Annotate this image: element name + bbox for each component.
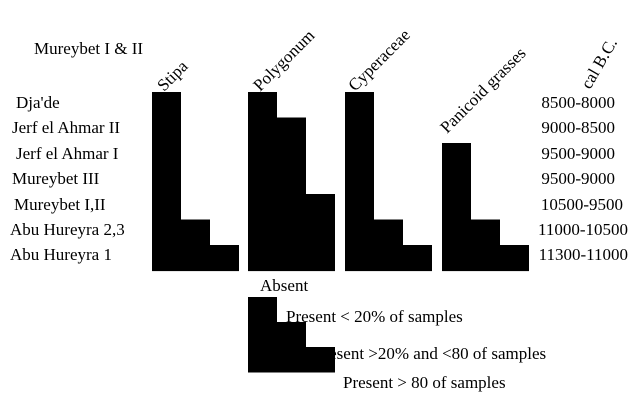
- site-labels: Dja'de Jerf el Ahmar II Jerf el Ahmar I Mur…: [10, 93, 125, 264]
- presence-cell: [152, 143, 181, 170]
- taxon-column: Cyperaceae: [344, 25, 432, 272]
- presence-cell: [248, 245, 335, 272]
- presence-cell: [152, 194, 181, 221]
- presence-cell: [345, 245, 432, 272]
- period-header: cal B.C.: [577, 35, 621, 92]
- presence-cell: [442, 245, 529, 272]
- presence-cell: [248, 219, 335, 246]
- site-label: Mureybet III: [12, 169, 100, 188]
- legend-swatch: [248, 347, 335, 373]
- legend-label: Present > 80 of samples: [343, 373, 506, 392]
- taxon-label: Cyperaceae: [344, 25, 413, 94]
- presence-cell: [442, 143, 471, 170]
- taxon-column: Panicoid grasses: [436, 44, 530, 272]
- presence-cell: [345, 219, 403, 246]
- presence-cell: [248, 117, 306, 144]
- presence-cell: [152, 219, 210, 246]
- presence-cell: [345, 117, 374, 144]
- period-label: 9500-9000: [541, 144, 615, 163]
- taxon-label: Polygonum: [249, 26, 318, 95]
- legend-label: Present < 20% of samples: [286, 307, 463, 326]
- taxon-label: Stipa: [153, 56, 191, 94]
- taxon-label: Panicoid grasses: [436, 44, 529, 137]
- taxon-column: Stipa: [152, 56, 239, 272]
- legend-label: Present >20% and <80 of samples: [314, 344, 546, 363]
- presence-cell: [345, 92, 374, 119]
- site-label: Dja'de: [16, 93, 60, 112]
- period-label: 9000-8500: [541, 118, 615, 137]
- legend-label: Absent: [260, 276, 308, 295]
- chart-title: Mureybet I & II: [34, 39, 143, 58]
- presence-cell: [152, 117, 181, 144]
- period-label: 9500-9000: [541, 169, 615, 188]
- taxa-columns: Stipa Polygonum Cyperaceae Panicoid grasses: [152, 25, 530, 272]
- site-label: Jerf el Ahmar I: [16, 144, 119, 163]
- site-label: Jerf el Ahmar II: [12, 118, 120, 137]
- presence-cell: [345, 143, 374, 170]
- presence-cell: [345, 194, 374, 221]
- period-label: 8500-8000: [541, 93, 615, 112]
- presence-cell: [152, 245, 239, 272]
- presence-cell: [442, 168, 471, 195]
- presence-cell: [152, 92, 181, 119]
- presence-cell: [442, 219, 500, 246]
- site-label: Abu Hureyra 2,3: [10, 220, 125, 239]
- taxon-column: Polygonum: [248, 26, 335, 272]
- presence-cell: [442, 194, 471, 221]
- site-label: Mureybet I,II: [14, 195, 106, 214]
- period-label: 11300-11000: [539, 245, 628, 264]
- period-label: 10500-9500: [541, 195, 623, 214]
- period-label: 11000-10500: [538, 220, 628, 239]
- presence-cell: [248, 168, 306, 195]
- presence-cell: [152, 168, 181, 195]
- presence-cell: [248, 194, 335, 221]
- presence-cell: [345, 168, 374, 195]
- period-labels: 8500-8000 9000-8500 9500-9000 9500-9000 1050…: [538, 93, 628, 264]
- presence-cell: [248, 143, 306, 170]
- site-label: Abu Hureyra 1: [10, 245, 112, 264]
- legend: Absent Present < 20% of samples Present >2…: [248, 276, 546, 392]
- presence-cell: [248, 92, 277, 119]
